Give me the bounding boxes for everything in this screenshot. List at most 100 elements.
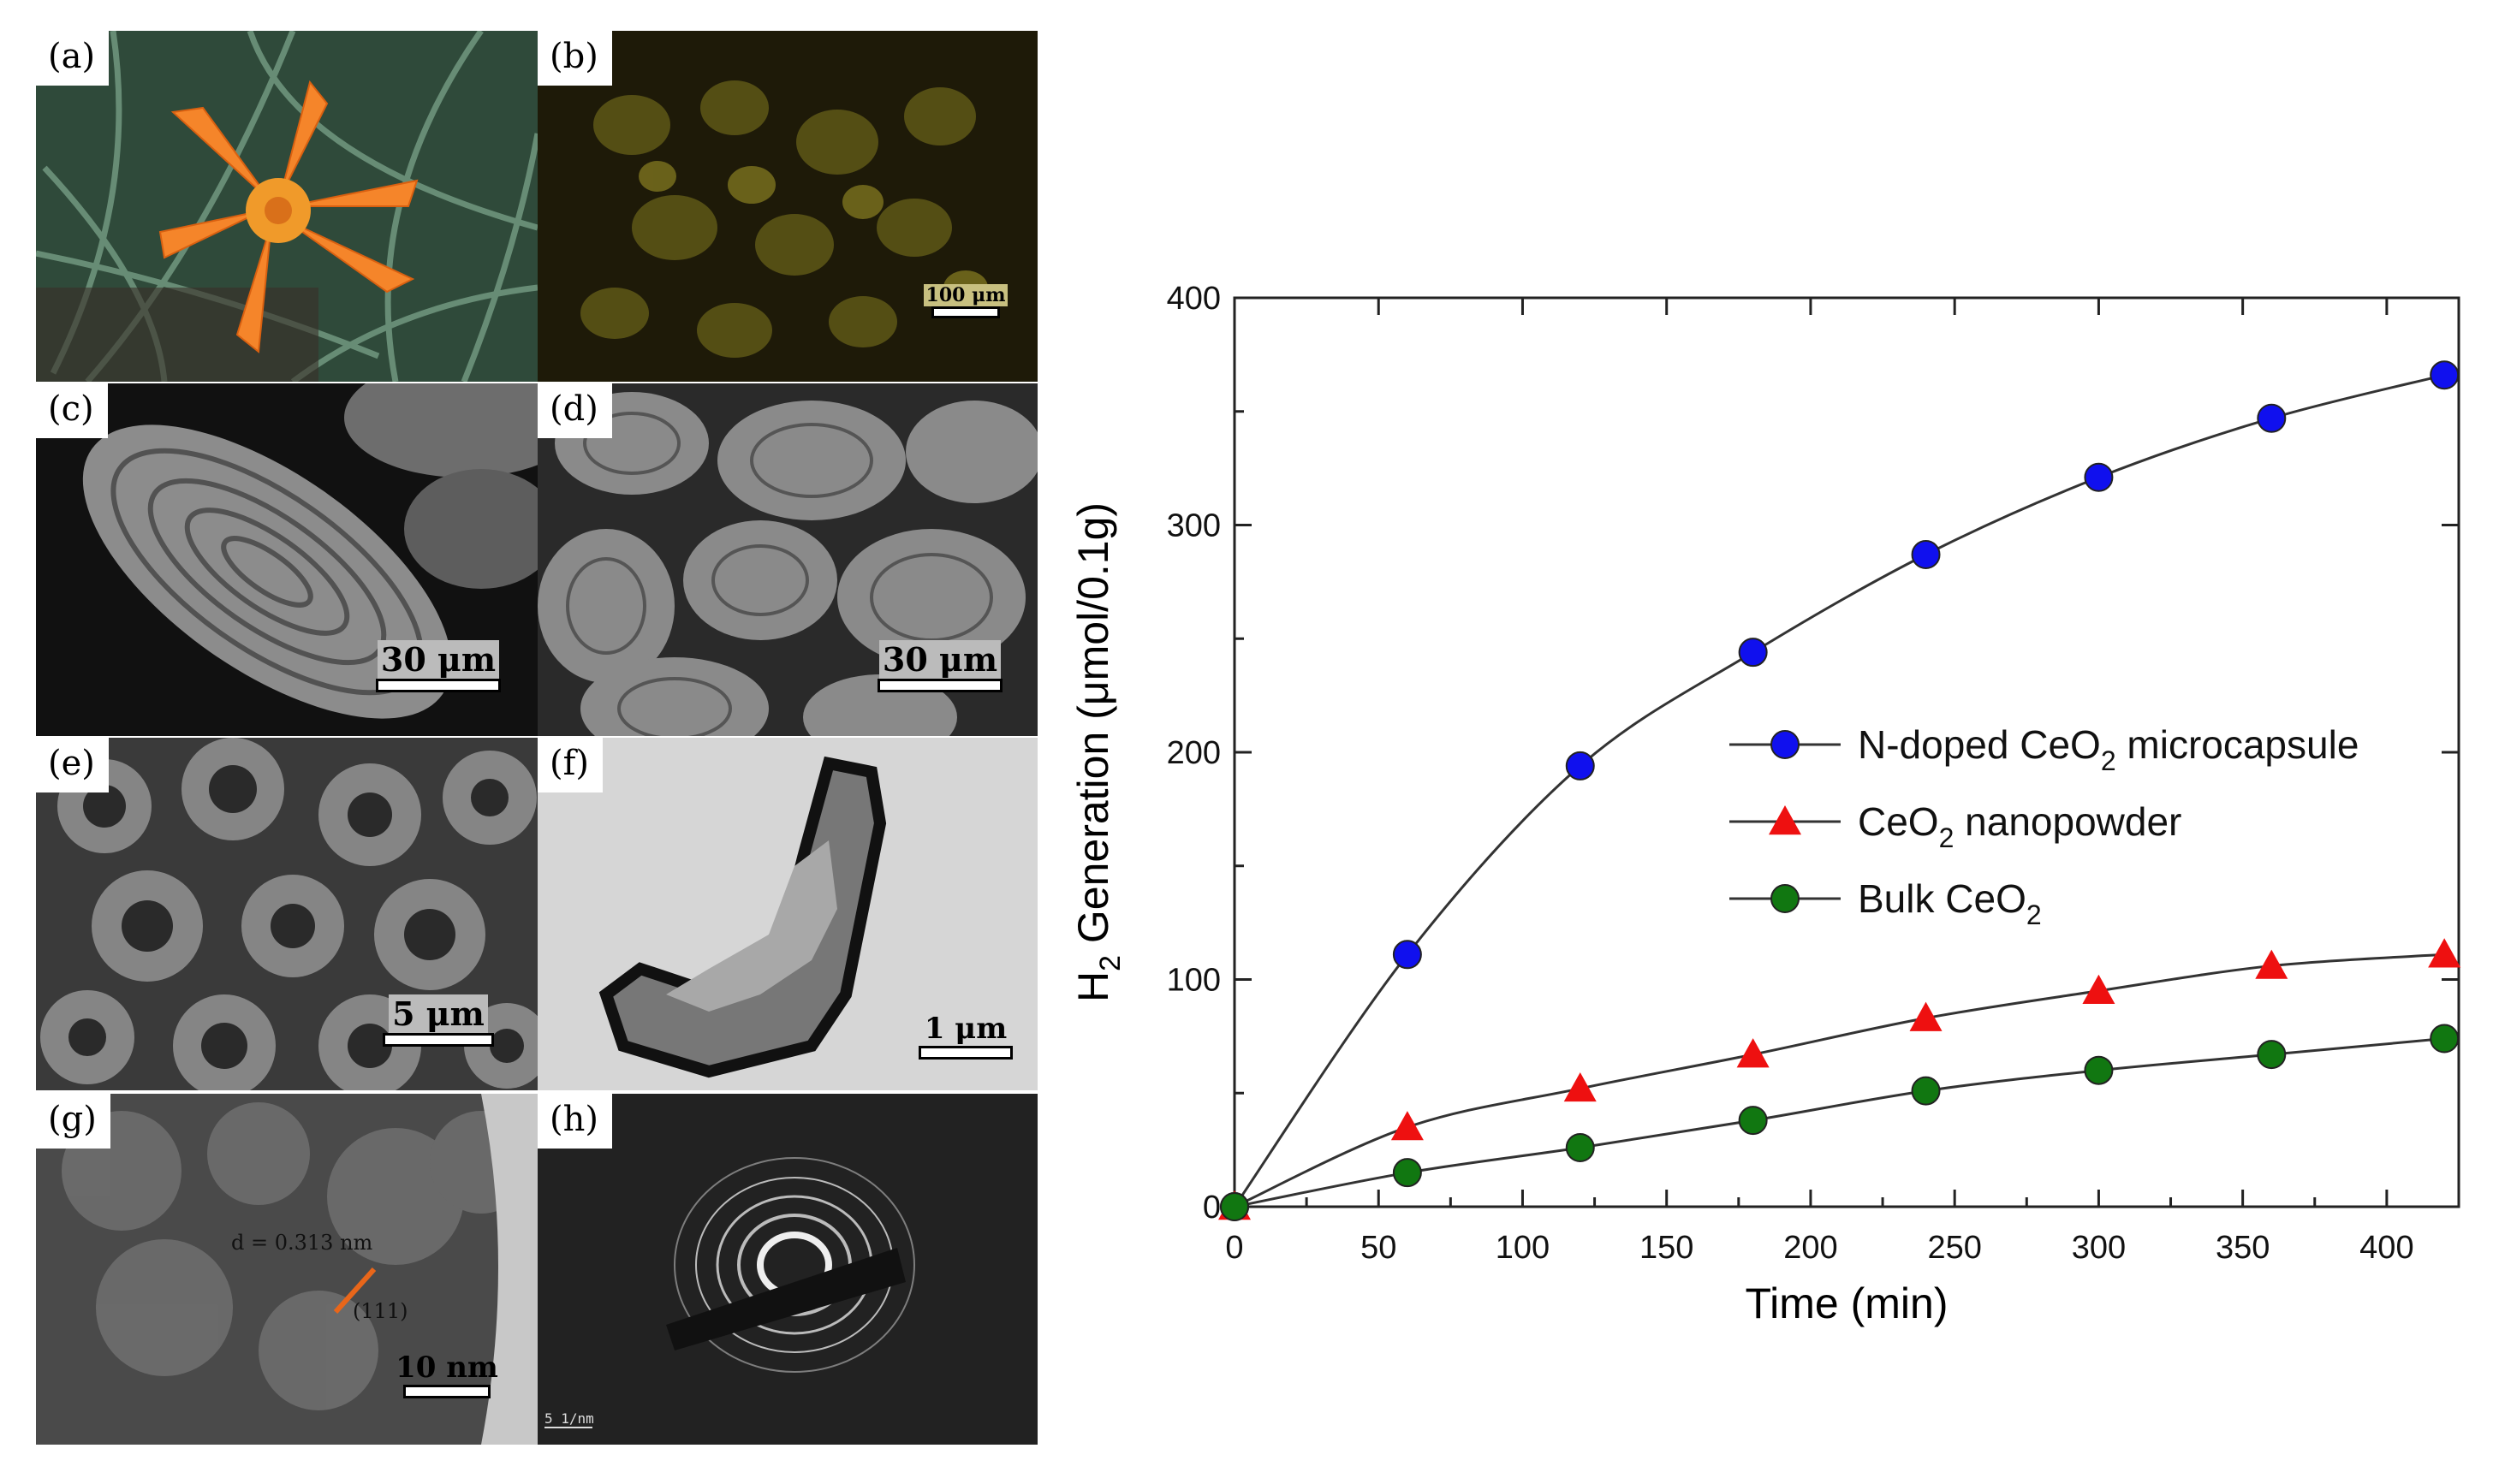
panel-g-hrtem: (g) d = 0.313 nm (111) 10 nm (36, 1094, 538, 1445)
lattice-plane-label: (111) (353, 1299, 408, 1323)
x-tick-label: 150 (1639, 1230, 1693, 1266)
data-point-triangle (2082, 974, 2115, 1004)
scale-bar: 5 1/nm (544, 1410, 594, 1428)
scale-bar: 30 μm (370, 640, 507, 692)
data-point-triangle (1563, 1071, 1597, 1102)
legend-label-suffix: microcapsule (2116, 722, 2359, 767)
legend-label-text: CeO (1858, 799, 1939, 844)
data-point-circle (2257, 1040, 2287, 1070)
x-tick-label: 0 (1225, 1230, 1243, 1266)
panel-e-sem-surface: (e) 5 μm (36, 738, 538, 1090)
scale-bar-label: 5 μm (389, 994, 488, 1033)
data-point-circle (1565, 1132, 1595, 1162)
data-point-circle (1220, 1192, 1249, 1221)
pollen-fluorescence-image (538, 31, 1038, 382)
legend-marker-triangle (1769, 805, 1801, 835)
panel-label: (c) (36, 383, 108, 438)
lattice-spacing-label: d = 0.313 nm (231, 1231, 373, 1255)
data-point-triangle (1390, 1111, 1424, 1141)
scale-bar-label: 5 1/nm (544, 1410, 594, 1427)
y-axis-label: H2 Generation (μmol/0.1g) (1069, 502, 1127, 1002)
panel-label: (g) (36, 1094, 110, 1149)
x-tick-label: 50 (1360, 1230, 1396, 1266)
scale-bar: 100 μm (914, 284, 1017, 318)
x-tick-label: 100 (1496, 1230, 1550, 1266)
data-point-triangle (1736, 1038, 1770, 1068)
data-point-circle (1738, 1106, 1768, 1136)
y-axis-label-subscript: 2 (1094, 955, 1127, 971)
x-tick-label: 300 (2072, 1230, 2126, 1266)
data-point-circle (2257, 403, 2287, 433)
x-axis-label: Time (min) (1745, 1279, 1948, 1327)
panel-c-sem-pollen: (c) 30 μm (36, 383, 538, 736)
panel-label: (f) (538, 738, 604, 792)
scale-bar: 30 μm (872, 640, 1009, 692)
data-point-triangle (1909, 1001, 1943, 1031)
legend-label-subscript: 2 (2101, 745, 2116, 776)
scale-bar: 10 nm (396, 1350, 498, 1398)
panel-label: (h) (538, 1094, 612, 1149)
data-point-circle (2430, 1024, 2460, 1054)
legend-marker-circle (1770, 884, 1800, 913)
series-line-3 (1234, 1037, 2445, 1208)
x-tick-label: 350 (2216, 1230, 2270, 1266)
legend-label-subscript: 2 (1939, 822, 1955, 853)
legend-label-subscript: 2 (2026, 899, 2042, 930)
panel-label: (a) (36, 31, 110, 86)
series-line-1 (1233, 373, 2445, 1208)
data-point-circle (1738, 638, 1768, 668)
y-tick-label: 400 (1167, 281, 1221, 317)
h2-generation-chart: 0 50 100 150 200 250 300 350 400 0 100 200 300 400 Ti… (1069, 281, 2461, 1327)
data-point-circle (2084, 462, 2114, 492)
data-point-circle (1392, 940, 1422, 970)
diffraction-pattern-image (538, 1094, 1038, 1445)
chart-axes: 0 50 100 150 200 250 300 350 400 0 100 200 300 400 (1167, 281, 2460, 1266)
legend-label: Bulk CeO2 (1858, 876, 2042, 930)
panel-f-tem-fragment: (f) 1 μm (538, 738, 1038, 1090)
panel-h-diffraction: (h) 5 1/nm (538, 1094, 1038, 1445)
data-point-circle (1392, 1158, 1422, 1188)
x-tick-label: 200 (1783, 1230, 1837, 1266)
scale-bar: 5 μm (378, 994, 498, 1047)
scale-bar-label: 30 μm (377, 640, 500, 679)
x-tick-label: 250 (1927, 1230, 1981, 1266)
panel-a-flower-photo: (a) (36, 31, 538, 382)
sem-single-pollen-image (36, 383, 538, 736)
y-axis-label-rest: Generation (μmol/0.1g) (1069, 502, 1117, 955)
panel-label: (b) (538, 31, 612, 86)
data-point-circle (2430, 360, 2460, 390)
tem-fragment-image (538, 738, 1038, 1090)
x-tick-label: 400 (2359, 1230, 2413, 1266)
y-tick-label: 300 (1167, 508, 1221, 544)
y-tick-label: 100 (1167, 963, 1221, 999)
flower-image (36, 31, 538, 382)
series-line-2 (1234, 953, 2445, 1208)
legend-label-suffix: nanopowder (1954, 799, 2181, 844)
scale-bar-label: 100 μm (923, 284, 1009, 306)
legend-label-text: N-doped CeO (1858, 722, 2101, 767)
y-tick-label: 0 (1203, 1190, 1221, 1226)
scale-bar: 1 μm (914, 1012, 1017, 1060)
data-point-circle (1565, 751, 1595, 781)
data-point-circle (1911, 540, 1941, 570)
y-tick-label: 200 (1167, 735, 1221, 771)
chart-series (1218, 360, 2461, 1221)
panel-label: (e) (36, 738, 109, 792)
legend-label: N-doped CeO2 microcapsule (1858, 722, 2359, 776)
data-point-circle (1911, 1076, 1941, 1106)
data-point-circle (2084, 1055, 2114, 1085)
scale-bar-label: 30 μm (878, 640, 1002, 679)
scale-bar-label: 10 nm (396, 1350, 498, 1385)
scale-bar-label: 1 μm (924, 1012, 1008, 1046)
data-point-triangle (2255, 949, 2288, 979)
legend-label: CeO2 nanopowder (1858, 799, 2181, 853)
data-point-triangle (2428, 938, 2461, 968)
legend-marker-circle (1770, 730, 1800, 759)
y-axis-label-prefix: H (1069, 971, 1117, 1002)
panel-label: (d) (538, 383, 612, 438)
panel-d-sem-pollen-cluster: (d) 30 μm (538, 383, 1038, 736)
panel-b-fluorescence: (b) 100 μm (538, 31, 1038, 382)
legend-label-text: Bulk CeO (1858, 876, 2026, 921)
sem-surface-image (36, 738, 538, 1090)
